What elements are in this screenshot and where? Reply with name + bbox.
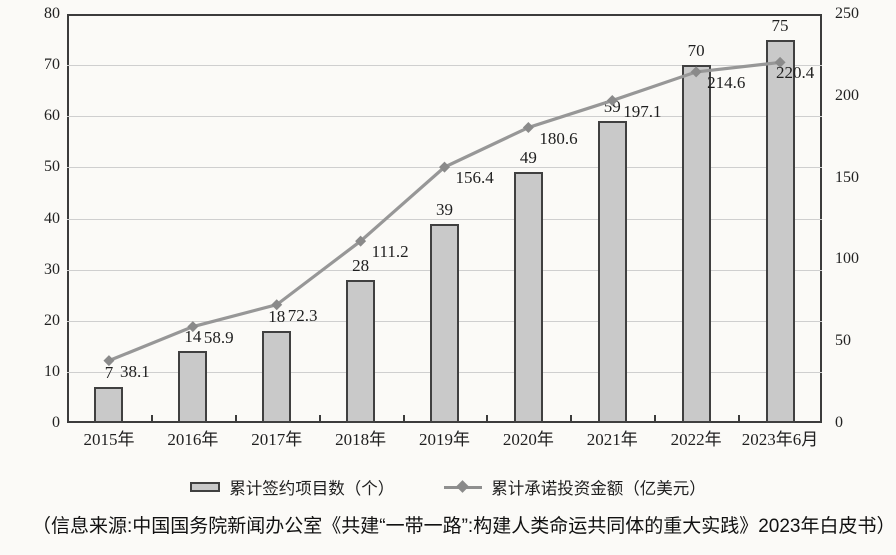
right-axis-tick-label: 0 [835,414,843,431]
left-axis-tick-label: 50 [44,158,60,176]
bar-value-label: 39 [436,199,453,219]
x-axis-category-label: 2020年 [502,430,554,449]
bar-value-label: 7 [104,363,114,383]
bar [94,387,124,423]
legend-label-investment: 累计承诺投资金额（亿美元） [491,479,706,498]
line-value-label: 214.6 [707,72,746,92]
bar [178,351,208,423]
diamond-marker-icon [456,480,470,493]
left-axis-tick-label: 40 [44,209,60,227]
bar [513,172,543,423]
x-axis-tick [570,415,573,422]
bar [765,39,795,423]
x-axis-category-label: 2023年6月 [741,430,819,449]
left-axis-tick-label: 30 [44,260,60,278]
left-axis-tick-label: 70 [44,56,60,74]
right-axis-tick-label: 250 [835,5,859,22]
left-axis-tick-label: 60 [44,107,60,125]
right-axis-tick-label: 200 [835,86,859,104]
legend: 累计签约项目数（个） 累计承诺投资金额（亿美元） [0,473,896,501]
bar-series-swatch-icon [190,482,221,492]
x-axis-category-label: 2017年 [251,430,303,449]
x-axis-category-label: 2016年 [167,430,219,449]
bar-value-label: 75 [771,15,789,35]
bar [430,223,459,423]
line-value-label: 72.3 [287,305,318,325]
x-axis-category-label: 2022年 [670,430,722,449]
line-value-label: 220.4 [776,63,815,83]
line-value-label: 180.6 [539,128,578,148]
source-note: （信息来源:中国国务院新闻办公室《共建“一带一路”:构建人类命运共同体的重大实践… [32,516,896,537]
x-axis-category-label: 2019年 [419,430,470,449]
right-axis-tick-label: 150 [835,168,859,186]
bar [262,330,292,423]
line-value-label: 156.4 [455,168,494,188]
x-axis-tick [318,415,321,422]
x-axis-tick [234,415,237,422]
x-axis-tick [654,415,657,422]
x-axis-category-label: 2021年 [586,430,638,449]
left-axis-tick-label: 10 [44,362,60,380]
bar-value-label: 70 [687,41,705,61]
left-axis-tick-label: 20 [44,311,60,329]
x-axis-tick [738,415,741,422]
left-axis-tick-label: 80 [44,5,60,22]
line-value-label: 38.1 [119,361,150,381]
line-series-swatch-icon [444,480,483,493]
x-axis-category-label: 2015年 [83,430,135,449]
right-axis-tick-label: 50 [835,332,851,350]
x-axis-tick [402,415,405,422]
x-axis-tick [150,415,153,422]
line-value-label: 197.1 [623,101,662,121]
legend-label-projects: 累计签约项目数（个） [229,479,395,498]
bar-value-label: 49 [519,148,537,168]
x-axis-tick [486,415,489,422]
left-axis-tick-label: 0 [52,414,60,431]
legend-item-projects: 累计签约项目数（个） [190,475,394,499]
line-value-label: 111.2 [371,242,409,262]
x-axis-category-label: 2018年 [335,430,387,449]
bar [681,65,711,423]
bar [597,121,627,423]
bar [346,279,376,423]
legend-item-investment: 累计承诺投资金额（亿美元） [444,475,706,499]
line-value-label: 58.9 [203,327,234,347]
right-axis-tick-label: 100 [835,250,859,268]
